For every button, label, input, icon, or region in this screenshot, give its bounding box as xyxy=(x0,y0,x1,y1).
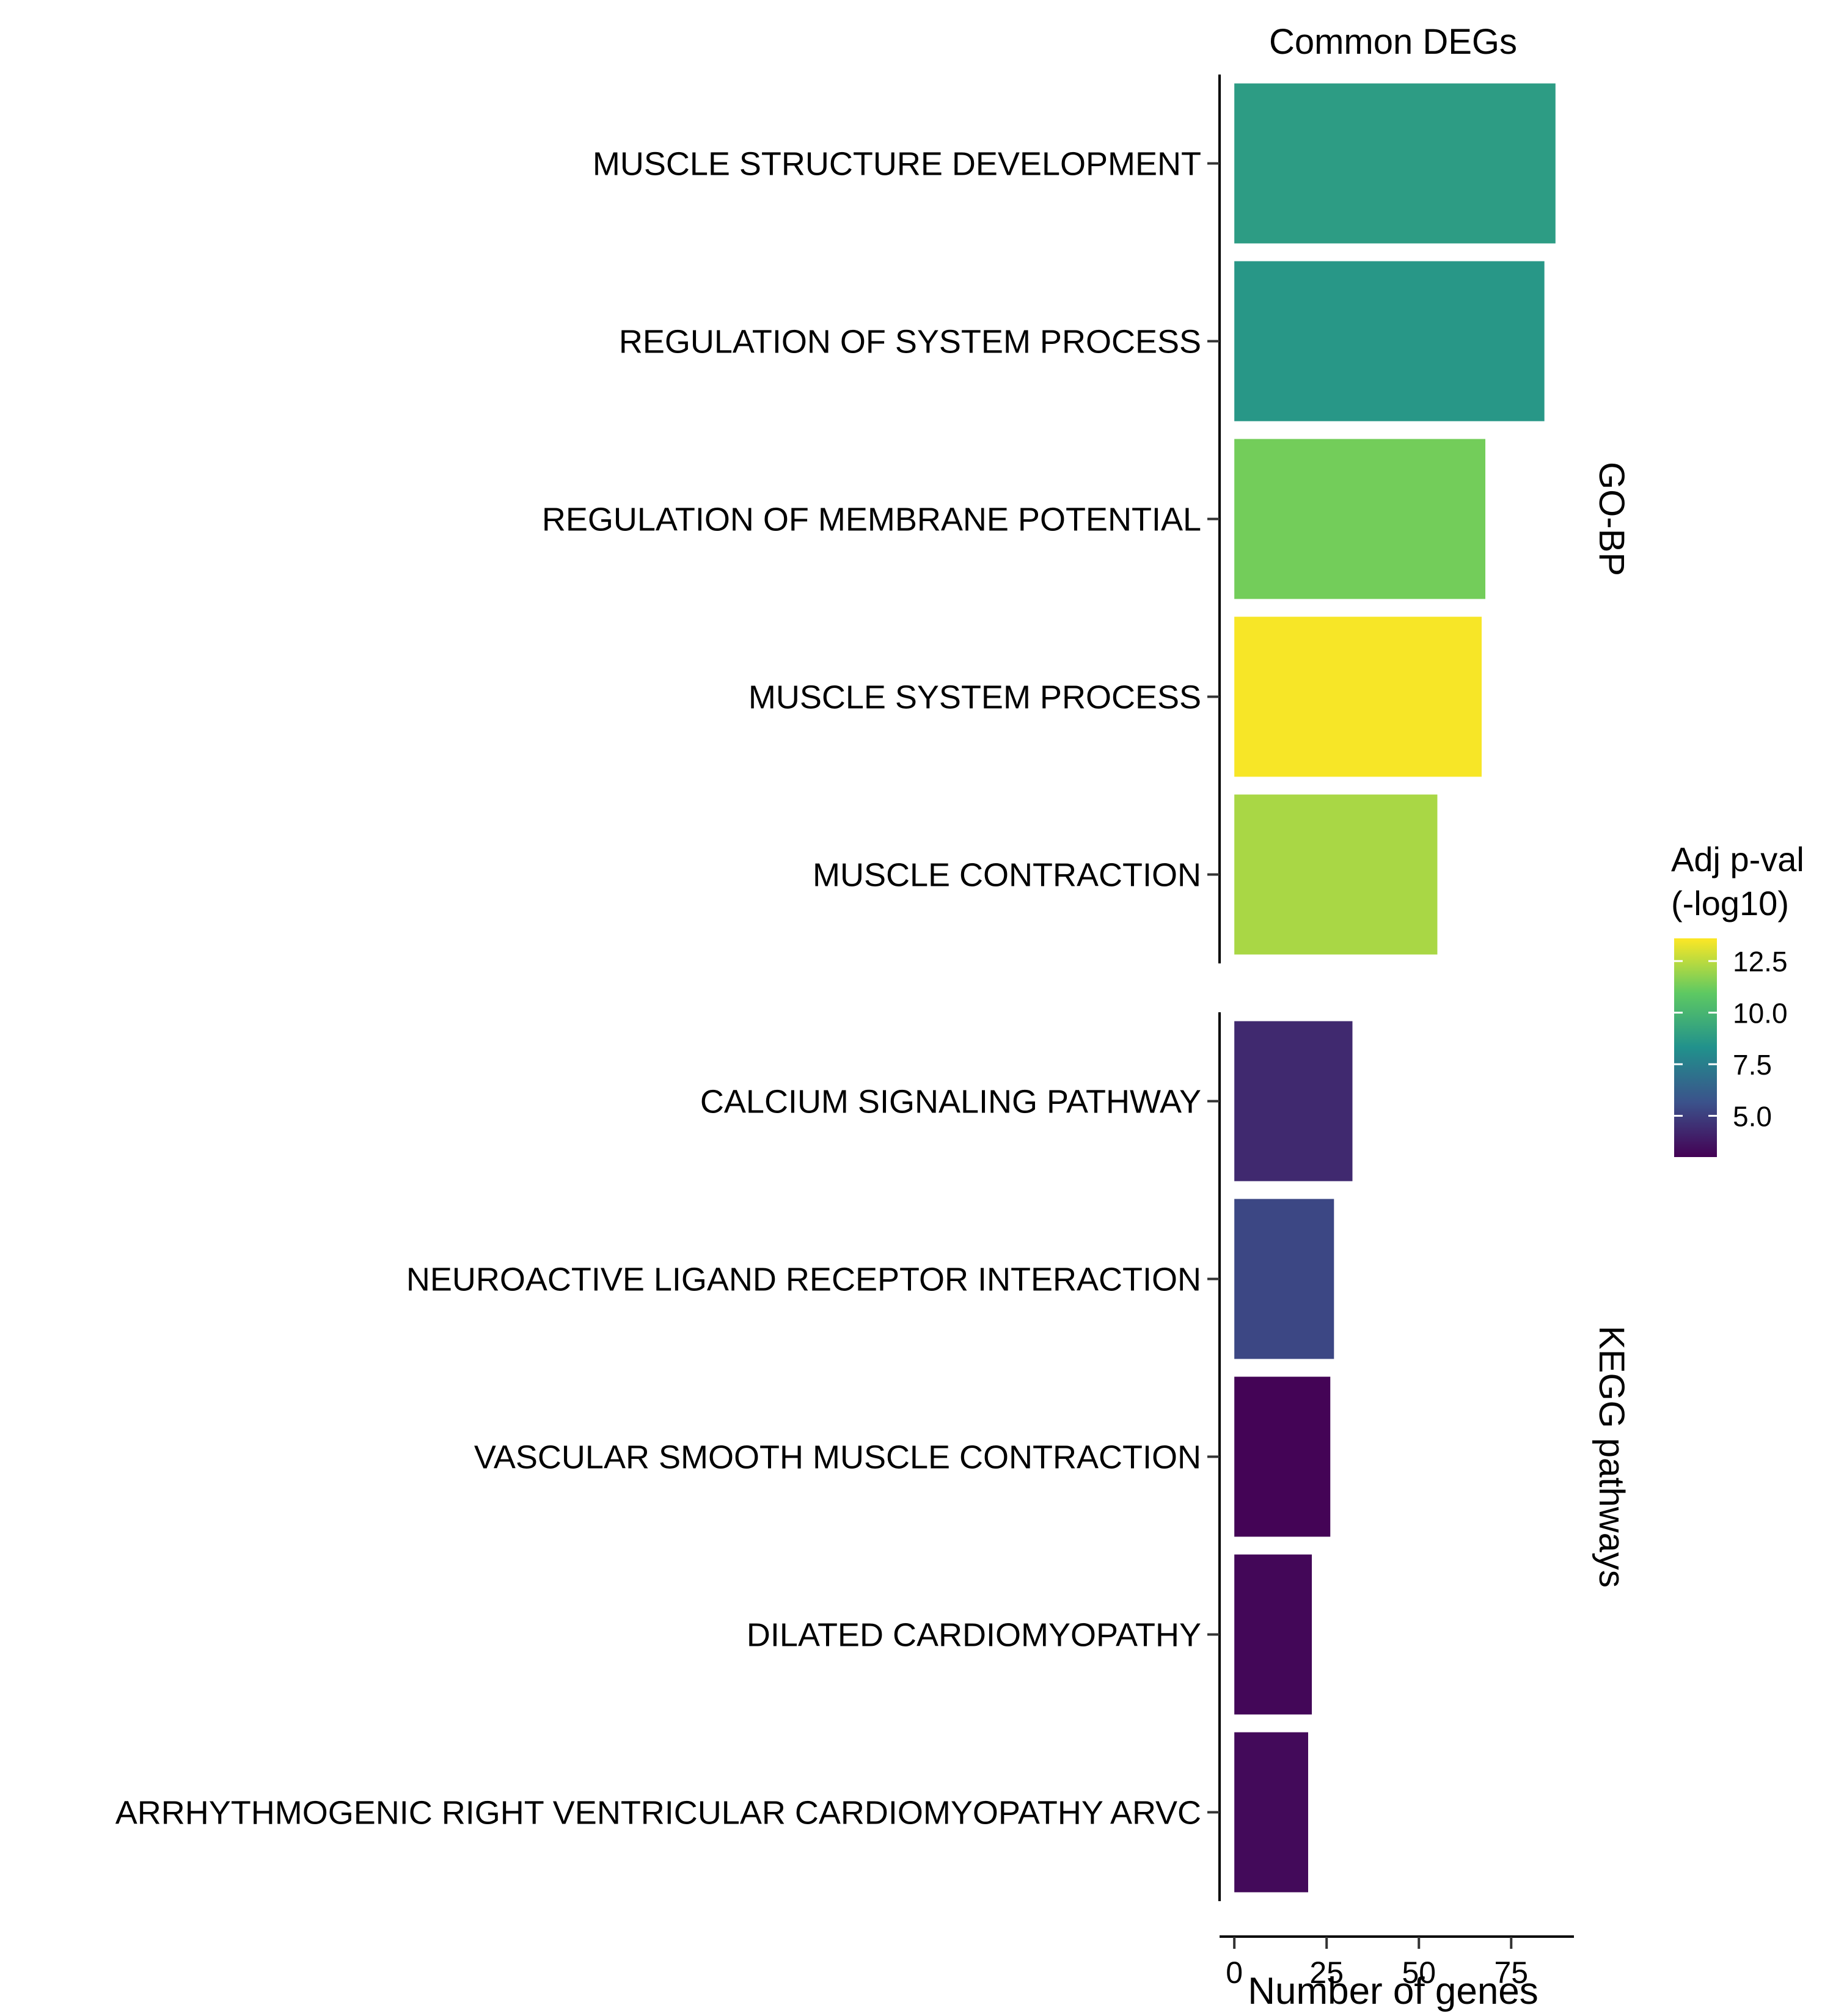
panels: MUSCLE STRUCTURE DEVELOPMENT REGULATION O… xyxy=(115,75,1631,1901)
facet-strip-label: KEGG pathways xyxy=(1592,1326,1631,1588)
bar xyxy=(1234,1199,1334,1359)
colorbar-tick-label: 5.0 xyxy=(1733,1100,1772,1132)
y-tick-label: REGULATION OF SYSTEM PROCESS xyxy=(619,324,1201,360)
chart-title: Common DEGs xyxy=(1269,22,1517,62)
y-tick-label: REGULATION OF MEMBRANE POTENTIAL xyxy=(542,502,1201,538)
x-tick-label: 50 xyxy=(1402,1956,1436,1990)
x-tick-label: 25 xyxy=(1309,1956,1344,1990)
panel-0: MUSCLE STRUCTURE DEVELOPMENT REGULATION O… xyxy=(542,75,1631,963)
bar xyxy=(1234,439,1485,599)
colorbar-ticks: 12.5 10.0 7.5 5.0 xyxy=(1674,946,1788,1132)
y-tick-label: CALCIUM SIGNALING PATHWAY xyxy=(700,1084,1201,1120)
bar xyxy=(1234,794,1438,955)
colorbar-tick-label: 12.5 xyxy=(1733,946,1788,977)
panel-1: CALCIUM SIGNALING PATHWAY NEUROACTIVE LIG… xyxy=(115,1012,1631,1901)
bar xyxy=(1234,261,1545,422)
bar xyxy=(1234,1021,1353,1181)
colorbar-gradient xyxy=(1674,938,1717,1157)
bar xyxy=(1234,1376,1331,1537)
colorbar-title-line-1: Adj p-val xyxy=(1671,840,1804,878)
y-tick-label: ARRHYTHMOGENIC RIGHT VENTRICULAR CARDIOM… xyxy=(115,1795,1201,1832)
colorbar-tick-label: 10.0 xyxy=(1733,998,1788,1029)
colorbar-tick-label: 7.5 xyxy=(1733,1049,1772,1081)
y-tick-label: MUSCLE CONTRACTION xyxy=(813,857,1201,894)
bar xyxy=(1234,1732,1308,1893)
x-tick-label: 75 xyxy=(1494,1956,1528,1990)
y-tick-label: VASCULAR SMOOTH MUSCLE CONTRACTION xyxy=(474,1439,1201,1476)
x-axis-label: Number of genes xyxy=(1248,1970,1538,2012)
y-tick-label: DILATED CARDIOMYOPATHY xyxy=(747,1617,1201,1654)
x-tick-label: 0 xyxy=(1226,1956,1243,1990)
y-tick-label: NEUROACTIVE LIGAND RECEPTOR INTERACTION xyxy=(406,1262,1201,1298)
bar xyxy=(1234,1554,1312,1715)
x-axis: 0 25 50 75 xyxy=(1220,1935,1574,1990)
colorbar-legend: Adj p-val (-log10) 12.5 10.0 7.5 5.0 xyxy=(1671,840,1804,1157)
y-tick-label: MUSCLE STRUCTURE DEVELOPMENT xyxy=(593,146,1201,183)
facet-strip-label: GO-BP xyxy=(1592,462,1631,576)
bar xyxy=(1234,616,1482,777)
y-tick-label: MUSCLE SYSTEM PROCESS xyxy=(748,679,1201,716)
bar xyxy=(1234,83,1556,244)
colorbar-title-line-2: (-log10) xyxy=(1671,884,1789,922)
